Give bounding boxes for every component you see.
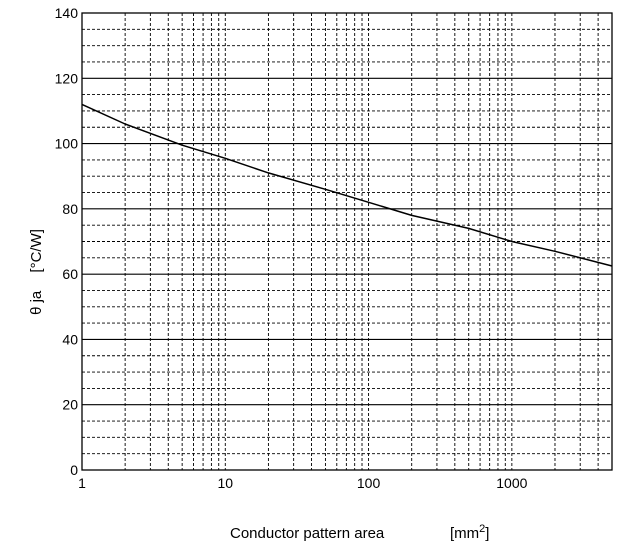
y-tick-label: 60 <box>62 266 78 282</box>
y-tick-label: 0 <box>70 462 78 478</box>
y-tick-label: 100 <box>55 136 79 152</box>
y-axis-unit: [°C/W] <box>28 229 45 273</box>
y-tick-label: 120 <box>55 70 79 86</box>
x-axis-unit-suffix: ] <box>485 525 489 542</box>
x-axis-label: Conductor pattern area <box>230 525 385 542</box>
x-tick-label: 1000 <box>496 475 527 491</box>
y-tick-labels: 0 20 40 60 80 100 120 140 <box>55 5 79 478</box>
y-axis-symbol: θ ja <box>28 290 45 315</box>
x-tick-label: 1 <box>78 475 86 491</box>
x-tick-label: 100 <box>357 475 381 491</box>
x-tick-label: 10 <box>217 475 233 491</box>
minor-grid <box>82 13 612 470</box>
y-tick-label: 140 <box>55 5 79 21</box>
x-axis-unit-prefix: [mm <box>450 525 479 542</box>
y-tick-label: 80 <box>62 201 78 217</box>
y-tick-label: 20 <box>62 397 78 413</box>
y-tick-label: 40 <box>62 331 78 347</box>
y-axis-label: θ ja [°C/W] <box>28 229 45 315</box>
x-tick-labels: 1 10 100 1000 <box>78 475 528 491</box>
x-axis-unit: [mm2] <box>450 523 489 542</box>
